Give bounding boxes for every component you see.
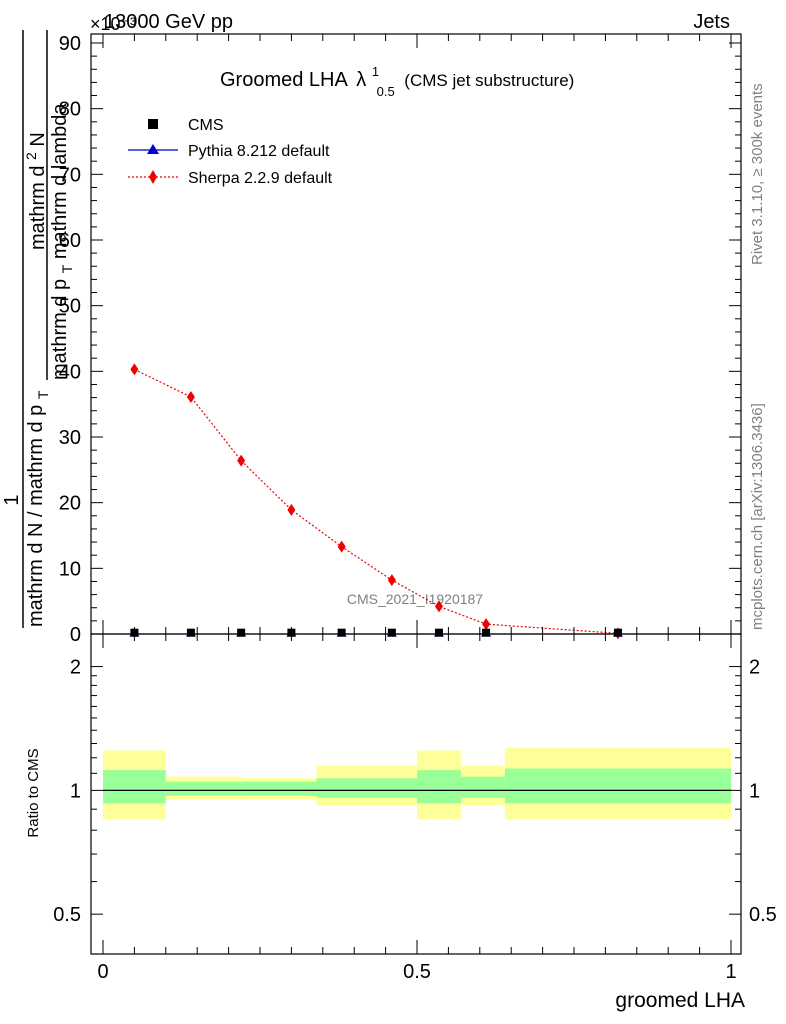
- title-main-text: Groomed LHA: [220, 69, 348, 91]
- ratio-ytick-label-right: 2: [749, 657, 760, 679]
- legend: CMS Pythia 8.212 default Sherpa 2.2.9 de…: [128, 117, 333, 187]
- legend-pythia-label: Pythia 8.212 default: [188, 143, 330, 160]
- cms-point: [387, 628, 396, 637]
- ylabel-den2-sub: T: [59, 264, 75, 273]
- cms-point: [186, 628, 195, 637]
- title-sup: 1: [372, 64, 379, 79]
- sherpa-point: [482, 618, 491, 631]
- main-ytick-label: 60: [59, 230, 81, 252]
- ylabel-num-text: mathrm d: [27, 166, 49, 250]
- sherpa-point: [237, 454, 246, 467]
- ylabel-numerator: mathrm d 2 N: [19, 132, 49, 250]
- main-ytick-label: 20: [59, 493, 81, 515]
- ratio-ylabel: Ratio to CMS: [25, 748, 42, 837]
- ratio-band-inner: [316, 778, 417, 798]
- ratio-band-inner: [241, 781, 317, 796]
- title-paren: (CMS jet substructure): [404, 71, 574, 90]
- ratio-ytick-label: 1: [70, 780, 81, 802]
- ratio-ytick-label: 2: [70, 657, 81, 679]
- cms-point: [237, 628, 246, 637]
- sherpa-point: [337, 540, 346, 553]
- title-sub: 0.5: [377, 84, 395, 99]
- ratio-band-inner: [103, 770, 166, 804]
- sherpa-point: [287, 503, 296, 516]
- ratio-band-inner: [417, 770, 461, 804]
- legend-sherpa-marker: [149, 170, 157, 184]
- xtick-label: 0: [97, 961, 108, 983]
- cms-point: [482, 628, 491, 637]
- cms-point: [613, 628, 622, 637]
- legend-cms-marker: [148, 119, 158, 129]
- main-ytick-label: 10: [59, 558, 81, 580]
- cms-point: [337, 628, 346, 637]
- main-ytick-label: 30: [59, 427, 81, 449]
- xtick-label: 1: [725, 961, 736, 983]
- watermark: CMS_2021_I1920187: [347, 591, 483, 607]
- main-ylabel: 1 mathrm d N / mathrm d p T mathrm d 2 N…: [1, 30, 77, 628]
- ylabel-den2-text: mathrm d p: [49, 279, 71, 380]
- main-ytick-label: 50: [59, 296, 81, 318]
- ratio-ytick-label: 0.5: [53, 904, 81, 926]
- energy-label: 13000 GeV pp: [104, 11, 233, 33]
- sherpa-point: [434, 600, 443, 613]
- rivet-label: Rivet 3.1.10, ≥ 300k events: [749, 83, 766, 265]
- mcplots-label: mcplots.cern.ch [arXiv:1306.3436]: [749, 403, 766, 630]
- main-ytick-label: 90: [59, 33, 81, 55]
- xlabel: groomed LHA: [615, 989, 745, 1012]
- legend-pythia-marker: [147, 144, 159, 154]
- ylabel-denominator: mathrm d N / mathrm d p T: [25, 390, 51, 627]
- main-series: [129, 363, 623, 640]
- ratio-ytick-label-right: 1: [749, 780, 760, 802]
- cms-point: [434, 628, 443, 637]
- sherpa-point: [387, 574, 396, 587]
- sherpa-point: [186, 390, 195, 403]
- main-title: Groomed LHA λ 1 0.5 (CMS jet substructur…: [220, 59, 574, 101]
- ratio-bands: [103, 747, 731, 820]
- ratio-band-inner: [460, 776, 505, 798]
- main-ytick-label: 80: [59, 99, 81, 121]
- ratio-frame: [90, 633, 742, 955]
- ylabel-den-sub: T: [35, 390, 51, 399]
- title-lambda: λ: [356, 69, 366, 91]
- main-ytick-label: 40: [59, 361, 81, 383]
- xtick-label: 0.5: [403, 961, 431, 983]
- main-ytick-label: 0: [70, 624, 81, 646]
- ratio-ytick-label-right: 0.5: [749, 904, 777, 926]
- ylabel-den2-tail: mathrm d lambda: [49, 103, 71, 259]
- ratio-band-inner: [504, 768, 731, 804]
- legend-sherpa-label: Sherpa 2.2.9 default: [188, 170, 333, 187]
- ylabel-one: 1: [1, 494, 23, 505]
- category-label: Jets: [693, 11, 730, 33]
- axes: 0 10 20 30 40 50 60 70 80 90 0 0.5 1 0.5 0.5 1 1 2 2: [53, 33, 777, 983]
- ylabel-den-text: mathrm d N / mathrm d p: [25, 405, 47, 627]
- legend-cms-label: CMS: [188, 117, 224, 134]
- sherpa-point: [130, 363, 139, 376]
- ylabel-num-tail: N: [27, 132, 49, 146]
- ylabel-denominator2: mathrm d p T mathrm d lambda: [49, 103, 77, 380]
- ylabel-num-sup: 2: [23, 152, 39, 160]
- main-ytick-label: 70: [59, 164, 81, 186]
- exponent-label: ×10⁻³: [90, 14, 136, 34]
- ratio-band-inner: [165, 781, 242, 796]
